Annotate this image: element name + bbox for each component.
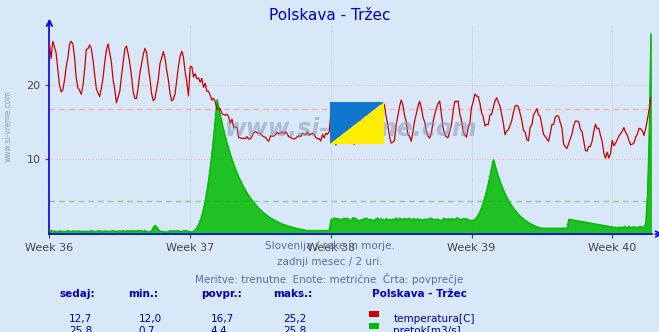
Text: Slovenija / reke in morje.: Slovenija / reke in morje. [264, 241, 395, 251]
Text: 12,7: 12,7 [69, 314, 92, 324]
Text: Polskava - Tržec: Polskava - Tržec [269, 8, 390, 23]
Text: 25,8: 25,8 [69, 326, 92, 332]
Text: povpr.:: povpr.: [201, 289, 242, 299]
Text: min.:: min.: [129, 289, 159, 299]
Text: 12,0: 12,0 [138, 314, 161, 324]
Polygon shape [330, 102, 384, 144]
Text: 25,8: 25,8 [283, 326, 306, 332]
Text: zadnji mesec / 2 uri.: zadnji mesec / 2 uri. [277, 257, 382, 267]
Text: pretok[m3/s]: pretok[m3/s] [393, 326, 461, 332]
Text: temperatura[C]: temperatura[C] [393, 314, 475, 324]
Text: 0,7: 0,7 [138, 326, 155, 332]
Polygon shape [330, 102, 384, 144]
Text: Polskava - Tržec: Polskava - Tržec [372, 289, 467, 299]
Text: www.si-vreme.com: www.si-vreme.com [225, 118, 477, 141]
Text: 25,2: 25,2 [283, 314, 306, 324]
Text: www.si-vreme.com: www.si-vreme.com [3, 90, 13, 162]
Text: Meritve: trenutne  Enote: metrične  Črta: povprečje: Meritve: trenutne Enote: metrične Črta: … [195, 273, 464, 285]
Text: 16,7: 16,7 [211, 314, 234, 324]
Text: 4,4: 4,4 [211, 326, 227, 332]
Text: maks.:: maks.: [273, 289, 313, 299]
Text: sedaj:: sedaj: [59, 289, 95, 299]
